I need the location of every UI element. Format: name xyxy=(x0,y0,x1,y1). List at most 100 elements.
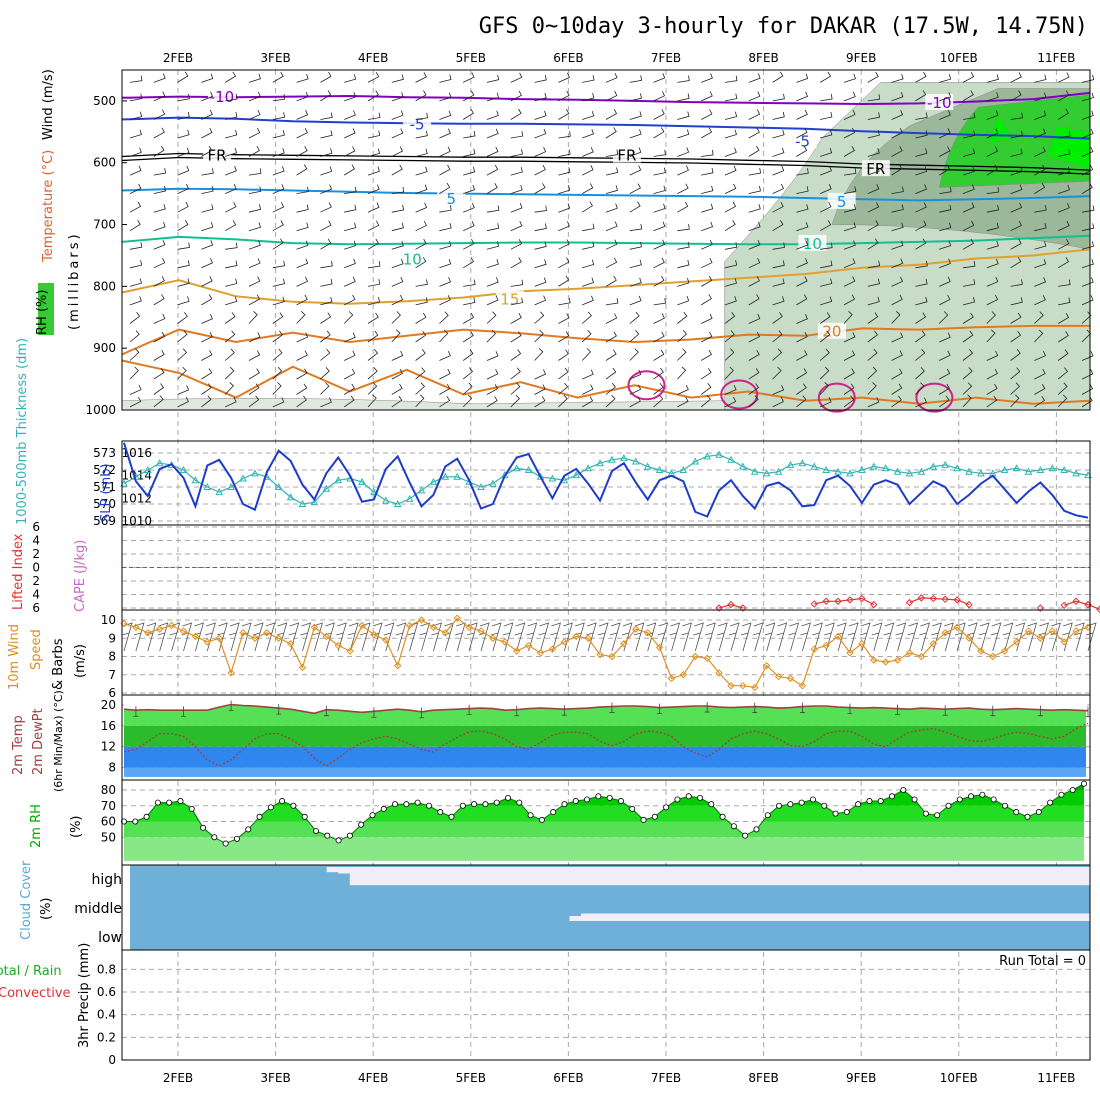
wind10m-marker xyxy=(548,645,557,653)
cloud-high-gap xyxy=(407,867,420,886)
wind10m-marker xyxy=(417,616,426,624)
isotherm-label: 15 xyxy=(500,291,519,309)
wind-barb xyxy=(724,201,737,213)
rh2m-marker xyxy=(889,793,896,800)
thickness-marker xyxy=(405,494,414,502)
thickness-marker xyxy=(524,465,533,473)
wind-barb xyxy=(296,395,307,408)
x-tick-bottom: 9FEB xyxy=(846,1071,876,1085)
wind-barb xyxy=(1081,369,1094,380)
wind-barb xyxy=(296,332,309,343)
wind-barb xyxy=(129,183,142,194)
wind-barb xyxy=(534,311,545,324)
ylabel-precip-total: Total / Rain xyxy=(0,964,62,979)
wind-tick: 6 xyxy=(108,686,116,700)
thickness-marker xyxy=(274,482,283,490)
wind-barb xyxy=(843,294,856,306)
panel-frame xyxy=(121,440,1091,526)
x-tick-top: 3FEB xyxy=(260,51,290,65)
wind-barb xyxy=(1058,221,1070,232)
wind-barb xyxy=(653,73,666,83)
wind-barb xyxy=(748,313,761,324)
cloud-high-gap xyxy=(430,867,443,886)
cloud-high-gap xyxy=(916,867,929,886)
wind-barb xyxy=(629,223,643,232)
isotherm-label: 10 xyxy=(403,250,422,268)
wind-barb xyxy=(248,258,261,269)
wind-barb xyxy=(938,383,950,395)
wind-barb xyxy=(320,397,332,408)
wind10m-barb xyxy=(728,622,740,652)
wind10m-marker xyxy=(929,640,937,648)
contour-label-bg xyxy=(437,189,466,206)
wind-barb xyxy=(558,167,571,176)
wind-barb xyxy=(1081,205,1095,213)
li-marker xyxy=(858,594,866,603)
wind-barb xyxy=(986,164,998,176)
cloud-high-gap xyxy=(419,867,432,886)
wind-barb xyxy=(272,238,284,250)
wind-barb xyxy=(367,238,379,250)
wind10m-marker xyxy=(322,632,331,641)
wind-barb xyxy=(986,92,999,102)
thickness-marker xyxy=(429,477,438,485)
wind-barb xyxy=(224,366,235,380)
wind-barb xyxy=(129,201,142,213)
wind-barb xyxy=(939,204,952,213)
rh-band xyxy=(124,821,1084,838)
li-marker xyxy=(810,600,818,608)
wind-barb xyxy=(153,313,166,324)
wind10m-barb xyxy=(859,622,871,652)
wind-barb xyxy=(843,145,855,157)
wind-barb xyxy=(677,259,690,269)
ylabel-cloud-units: (%) xyxy=(39,898,54,921)
isotherm-label: -10 xyxy=(210,88,235,106)
wind-barb xyxy=(653,298,666,306)
wind-barb xyxy=(677,311,688,324)
wind-barb xyxy=(153,294,165,306)
wind-barb xyxy=(748,91,761,102)
wind-barb xyxy=(248,168,262,176)
wind-barb xyxy=(677,75,690,83)
wind-barb xyxy=(582,147,594,157)
wind-barb xyxy=(605,298,619,306)
wind-barb xyxy=(867,330,878,343)
thickness-marker xyxy=(953,464,961,472)
wind-barb xyxy=(296,204,309,213)
wind-barb xyxy=(891,383,903,395)
wind-barb xyxy=(700,395,711,408)
rh-shade xyxy=(121,398,725,411)
li-marker xyxy=(1060,601,1068,610)
wind-barb xyxy=(867,220,879,232)
wind10m-barb xyxy=(907,622,919,652)
wind-barb xyxy=(415,312,427,324)
thickness-marker xyxy=(905,469,914,477)
wind-barb xyxy=(962,279,976,287)
wind-barb xyxy=(748,109,761,120)
wind-barb xyxy=(344,74,357,83)
wind-barb xyxy=(1010,367,1021,380)
cloud-mid-gap xyxy=(962,913,975,921)
rh2m-marker xyxy=(572,798,579,805)
wind-barb xyxy=(391,186,405,194)
wind-barb xyxy=(796,350,808,361)
thickness-marker xyxy=(858,465,866,473)
wind-barb xyxy=(772,219,784,232)
wind-barb xyxy=(772,366,782,380)
wind-barb xyxy=(962,367,973,380)
thickness-marker xyxy=(941,460,950,468)
wind10m-barb xyxy=(990,622,1002,652)
wind-barb xyxy=(153,203,166,213)
wind-barb xyxy=(272,397,285,408)
cloud-mid-gap xyxy=(604,913,617,921)
wind-barb xyxy=(820,397,832,408)
wind-barb xyxy=(629,259,642,269)
x-tick-top: 6FEB xyxy=(553,51,583,65)
wind-barb xyxy=(439,74,452,83)
wind-barb xyxy=(772,165,785,176)
cloud-high-gap xyxy=(581,867,594,886)
wind10m-marker xyxy=(703,654,711,663)
thickness-marker xyxy=(417,486,426,494)
wind-barb xyxy=(248,109,261,120)
